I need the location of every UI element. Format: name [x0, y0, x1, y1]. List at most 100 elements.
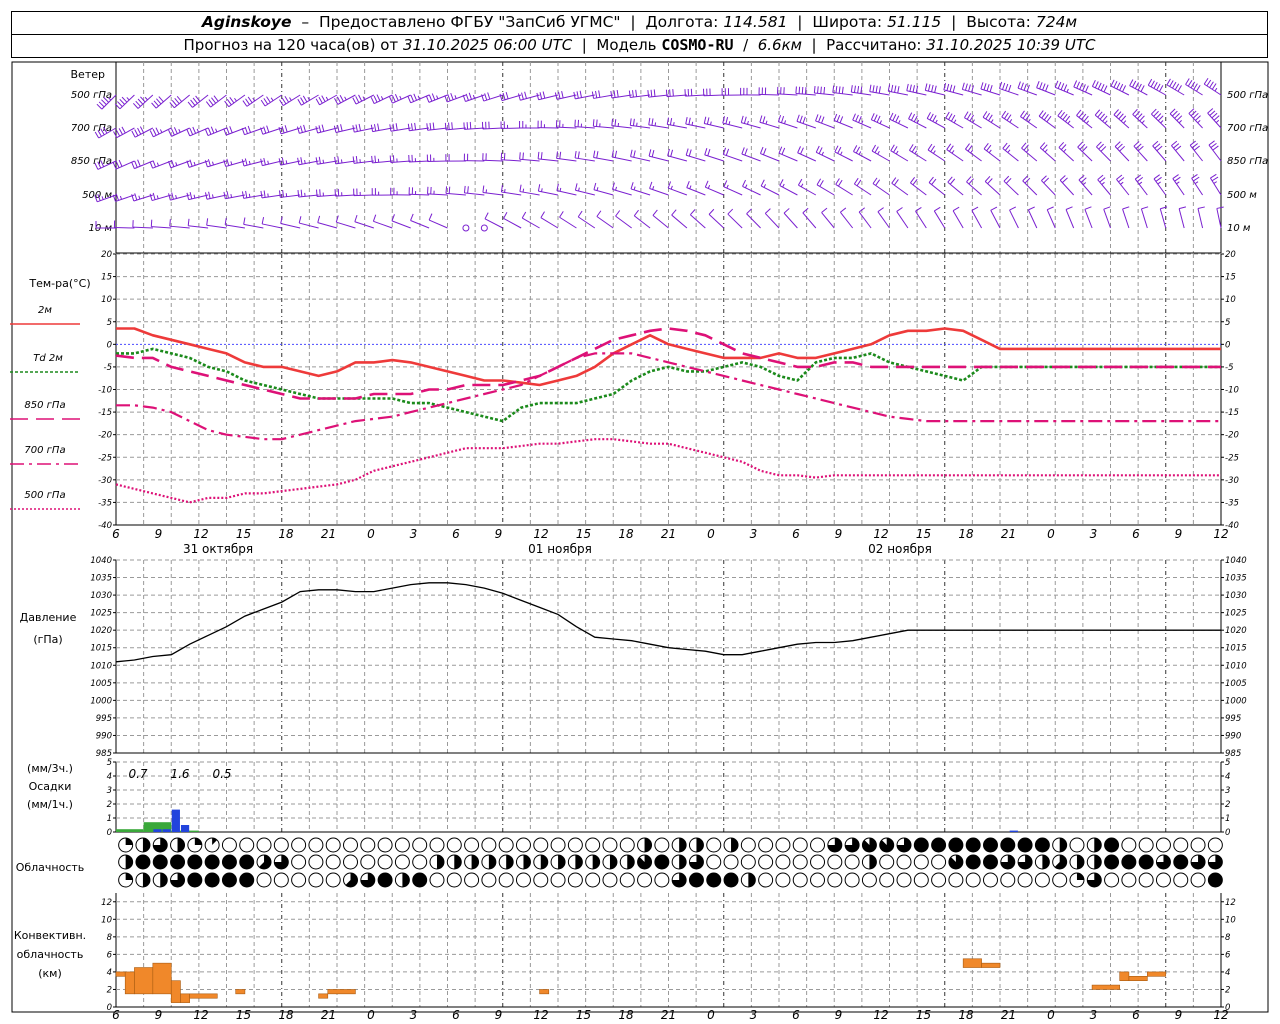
wind-barb-shaft	[298, 160, 319, 166]
cloud-symbol-outline	[1173, 837, 1189, 853]
wind-barb-feather	[1211, 112, 1218, 119]
wind-barb-feather	[1065, 115, 1071, 122]
cloud-symbol	[913, 837, 929, 853]
wind-barb-feather	[155, 127, 160, 135]
wind-barb-feather	[857, 86, 860, 94]
cloud-symbol	[412, 837, 428, 853]
cloud-symbol	[1207, 854, 1223, 870]
wind-barb-feather	[1045, 84, 1049, 92]
cloud-symbol	[688, 837, 704, 853]
cloud-symbol-outline	[585, 872, 601, 888]
wind-barb	[463, 121, 485, 130]
cloud-symbol-outline	[1000, 872, 1016, 888]
forecast-prefix: Прогноз на 120 часа(ов) от	[183, 36, 399, 54]
temp-tick-label-right: 0	[1225, 340, 1230, 350]
wind-barb-half-feather	[144, 96, 148, 101]
wind-barb	[961, 82, 982, 96]
wind-barb	[667, 148, 688, 162]
wind-barb-feather	[298, 216, 302, 224]
conv-cloud-bar	[180, 993, 190, 1003]
conv-cloud-bar	[134, 967, 154, 995]
wind-barb-half-feather	[522, 188, 525, 193]
temp-series-line	[116, 327, 1221, 387]
wind-barb	[591, 90, 614, 99]
conv-cloud-bar	[152, 962, 172, 995]
wind-barb-feather	[703, 116, 707, 124]
wind-barb-feather	[263, 98, 269, 105]
wind-barb-feather	[195, 95, 201, 102]
cloud-symbol	[377, 872, 393, 888]
cloud-symbol	[135, 837, 151, 853]
wind-barb	[1073, 80, 1093, 96]
wind-barb-feather	[686, 180, 690, 188]
wind-barb-half-feather	[782, 183, 785, 188]
wind-barb-half-feather	[344, 96, 347, 101]
precip-label-3h: (мм/3ч.)	[27, 762, 73, 775]
wind-barb	[869, 84, 890, 96]
wind-barb-feather	[648, 117, 651, 125]
cloud-symbol-fill	[125, 873, 133, 880]
wind-barb	[317, 215, 338, 229]
cloud-symbol-fill	[575, 855, 583, 869]
wind-barb-feather	[318, 156, 321, 164]
wind-barb-feather	[151, 102, 157, 109]
cloud-symbol-outline	[1052, 872, 1068, 888]
wind-barb-feather	[169, 102, 175, 109]
cloud-symbol	[1190, 837, 1206, 853]
wind-barb-feather	[94, 131, 100, 139]
temp-tick-label-left: -25	[98, 453, 112, 463]
wind-barb-feather	[168, 161, 172, 168]
wind-barb-feather	[927, 84, 931, 92]
cloud-symbol	[671, 837, 687, 853]
wind-barb	[205, 94, 227, 108]
wind-barb-feather	[333, 125, 337, 133]
wind-barb-half-feather	[1120, 181, 1124, 185]
cloud-symbol-fill	[644, 838, 652, 852]
cloud-symbol	[1104, 854, 1120, 870]
wind-barb-feather	[94, 162, 99, 170]
precip-1h-bar	[153, 829, 162, 832]
wind-barb-shaft	[723, 186, 743, 196]
wind-barb-feather	[853, 85, 856, 93]
conv-tick-label-left: 8	[107, 933, 113, 943]
wind-barb-shaft	[797, 152, 817, 162]
conv-cloud-bar	[115, 971, 126, 977]
wind-barb-half-feather	[633, 186, 636, 191]
wind-barb-shaft	[630, 94, 651, 99]
cloud-symbol-fill	[212, 838, 218, 845]
wind-barb-shaft	[501, 191, 522, 196]
wind-barb-feather	[1171, 140, 1178, 146]
wind-barb-feather	[906, 83, 909, 91]
press-tick-label-right: 1030	[1225, 591, 1247, 601]
wind-barb-feather	[244, 158, 248, 166]
cloud-symbol-fill	[205, 873, 220, 887]
cloud-symbol-outline	[844, 854, 860, 870]
wind-barb-feather	[875, 179, 881, 186]
wind-barb	[722, 147, 743, 162]
temp-tick-label-left: -40	[98, 521, 112, 531]
wind-barb	[690, 209, 706, 229]
wind-barb-feather	[1178, 206, 1187, 210]
wind-barb	[615, 210, 632, 229]
wind-barb-feather	[1113, 81, 1118, 88]
cloud-symbol-outline	[982, 872, 998, 888]
cloud-symbol-outline	[1207, 837, 1223, 853]
wind-barb	[204, 159, 227, 168]
cloud-symbol-fill	[1094, 838, 1102, 853]
wind-barb-feather	[354, 214, 358, 222]
wind-barb-feather	[952, 85, 956, 93]
wind-barb-half-feather	[108, 97, 112, 101]
wind-barb-shaft	[915, 210, 927, 229]
wind-barb	[1021, 142, 1038, 162]
wind-barb-feather	[303, 124, 306, 132]
cloud-symbol	[706, 854, 722, 870]
wind-barb-feather	[832, 85, 835, 93]
cloud-symbol	[827, 872, 843, 888]
cloud-symbol-fill	[345, 873, 358, 888]
wind-barb	[149, 192, 172, 202]
wind-barb	[444, 122, 466, 131]
wind-barb	[1027, 206, 1038, 229]
cloud-symbol-fill	[696, 838, 704, 852]
wind-barb-feather	[815, 145, 820, 153]
wind-barb	[990, 206, 1001, 229]
